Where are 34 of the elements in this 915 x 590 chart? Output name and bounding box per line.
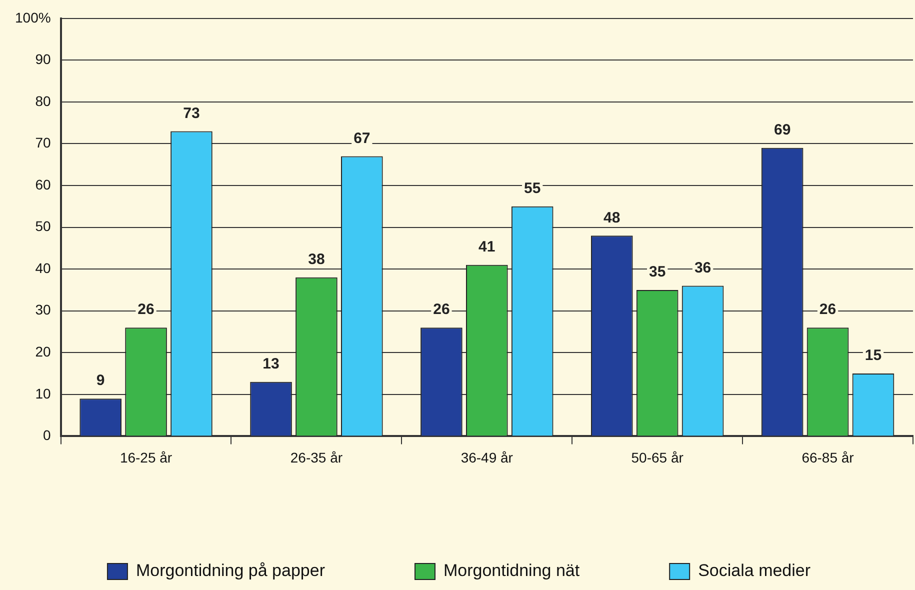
y-tick-label: 30 [35, 302, 52, 318]
data-label: 35 [649, 264, 666, 281]
x-tick-label: 36-49 år [460, 449, 514, 466]
legend-label: Morgontidning nät [443, 561, 580, 580]
data-label: 67 [354, 130, 370, 147]
data-label: 38 [308, 251, 325, 268]
x-tick-label: 66-85 år [802, 449, 854, 466]
x-tick-label: 50-65 år [631, 449, 684, 466]
y-tick-label: 0 [43, 427, 52, 444]
legend-label: Morgontidning på papper [136, 561, 326, 580]
data-label: 15 [864, 347, 882, 364]
y-tick-label: 10 [35, 385, 52, 402]
legend-label: Sociala medier [698, 561, 811, 580]
data-label: 73 [183, 104, 200, 122]
data-label: 26 [138, 301, 154, 318]
data-label: 48 [604, 209, 620, 226]
x-tick-label: 16-25 år [120, 449, 172, 466]
data-label: 26 [433, 301, 450, 318]
y-tick-label: 40 [35, 260, 52, 276]
data-label: 9 [96, 372, 105, 390]
y-tick-label: 100% [14, 9, 51, 26]
data-label: 41 [478, 238, 496, 256]
y-tick-label: 80 [35, 92, 52, 109]
data-label: 69 [774, 122, 791, 139]
y-tick-label: 90 [35, 51, 52, 68]
data-label: 13 [262, 356, 280, 373]
y-tick-label: 60 [35, 176, 52, 192]
y-tick-label: 20 [35, 344, 52, 360]
y-tick-label: 50 [35, 218, 52, 234]
data-label: 36 [694, 259, 712, 276]
x-tick-label: 26-35 år [290, 449, 343, 466]
data-label: 26 [819, 301, 836, 318]
data-label: 55 [524, 180, 541, 198]
y-tick-label: 70 [35, 134, 52, 151]
